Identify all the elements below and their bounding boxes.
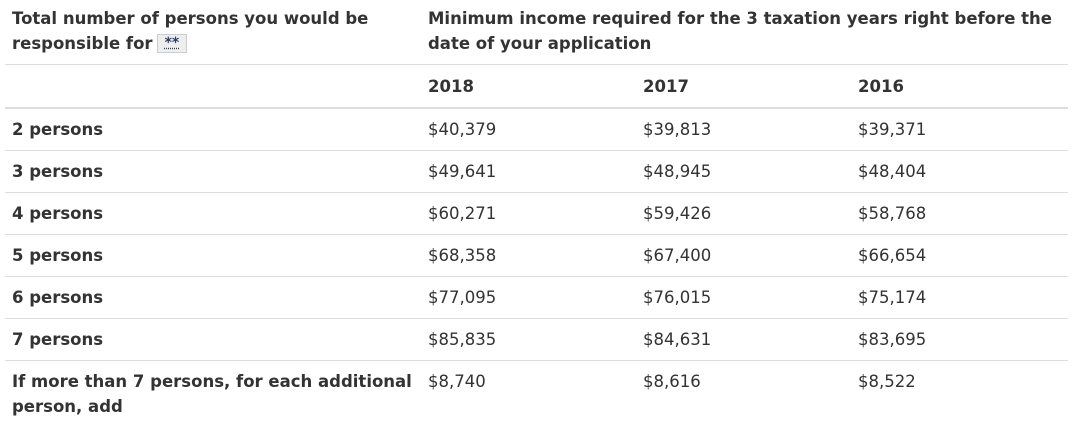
income-cell: $85,835	[421, 318, 636, 361]
income-cell: $48,945	[636, 150, 851, 193]
income-table: Total number of persons you would be res…	[5, 0, 1069, 428]
income-cell: $39,371	[851, 108, 1069, 151]
year-header: 2016	[851, 64, 1069, 109]
row-label: 2 persons	[5, 108, 421, 151]
income-cell: $77,095	[421, 276, 636, 319]
table-row: 2 persons $40,379 $39,813 $39,371	[5, 108, 1069, 151]
table-row: 5 persons $68,358 $67,400 $66,654	[5, 234, 1069, 277]
income-cell: $49,641	[421, 150, 636, 193]
year-header: 2018	[421, 64, 636, 109]
income-cell: $8,740	[428, 372, 486, 391]
empty-header	[5, 64, 421, 109]
income-cell: $8,522	[858, 372, 916, 391]
header-persons: Total number of persons you would be res…	[12, 9, 369, 53]
table-row: 4 persons $60,271 $59,426 $58,768	[5, 192, 1069, 235]
income-cell: $76,015	[636, 276, 851, 319]
footnote-link[interactable]: **	[156, 34, 188, 53]
table-row: If more than 7 persons, for each additio…	[5, 361, 1068, 428]
income-cell: $60,271	[421, 192, 636, 235]
income-cell: $58,768	[851, 192, 1069, 235]
income-cell: $68,358	[421, 234, 636, 277]
row-label: If more than 7 persons, for each additio…	[12, 372, 412, 416]
row-label: 6 persons	[5, 276, 421, 319]
income-cell: $75,174	[851, 276, 1069, 319]
table-row: 3 persons $49,641 $48,945 $48,404	[5, 150, 1069, 193]
row-label: 4 persons	[5, 192, 421, 235]
income-cell: $59,426	[636, 192, 851, 235]
table-row: 7 persons $85,835 $84,631 $83,695	[5, 318, 1069, 361]
row-label: 5 persons	[5, 234, 421, 277]
income-cell: $48,404	[851, 150, 1069, 193]
table-row: 6 persons $77,095 $76,015 $75,174	[5, 276, 1069, 319]
income-cell: $40,379	[421, 108, 636, 151]
income-cell: $39,813	[636, 108, 851, 151]
table-body: 2 persons $40,379 $39,813 $39,371 3 persons $…	[5, 108, 1069, 428]
year-header: 2017	[636, 64, 851, 109]
income-cell: $8,616	[643, 372, 701, 391]
income-cell: $66,654	[851, 234, 1069, 277]
row-label: 7 persons	[5, 318, 421, 361]
row-label: 3 persons	[5, 150, 421, 193]
header-income: Minimum income required for the 3 taxati…	[421, 0, 1069, 65]
income-cell: $83,695	[851, 318, 1069, 361]
header-cell: Total number of persons you would be res…	[5, 0, 421, 65]
income-cell: $84,631	[636, 318, 851, 361]
income-cell: $67,400	[636, 234, 851, 277]
